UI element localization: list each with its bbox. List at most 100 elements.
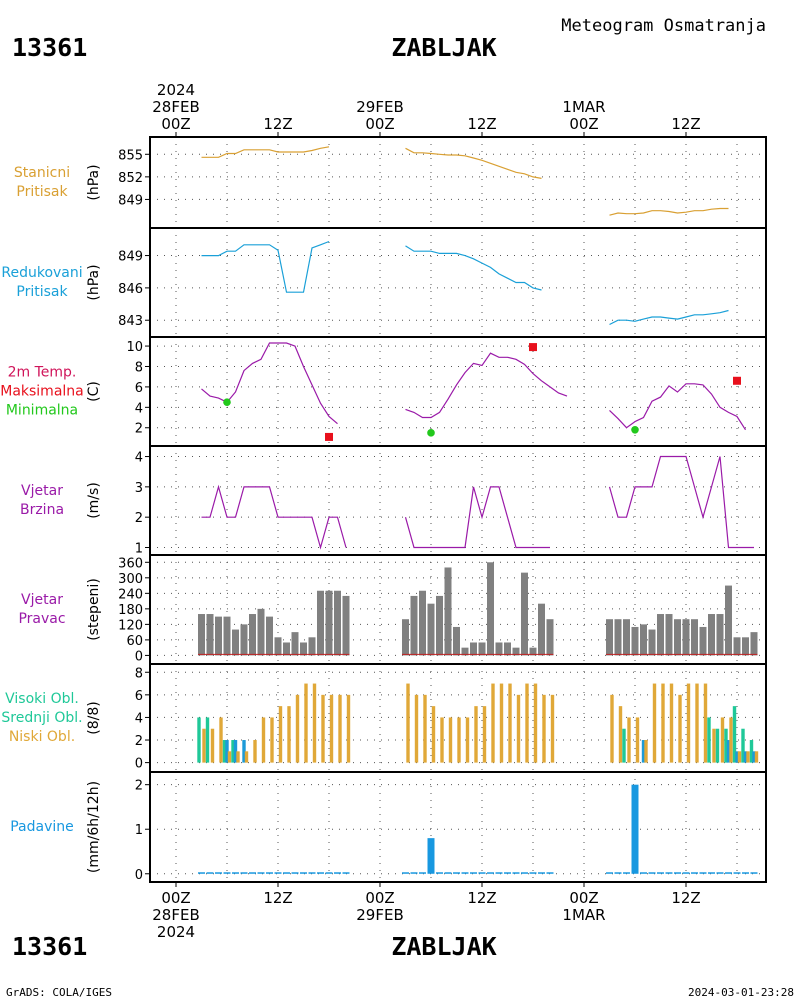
series-line bbox=[201, 342, 338, 425]
footer-credit: GrADS: COLA/IGES bbox=[6, 986, 112, 999]
precip-bar bbox=[529, 872, 537, 874]
wind-direction-bar bbox=[215, 616, 222, 656]
cloud-low-bar bbox=[448, 717, 453, 763]
cloud-low-bar bbox=[304, 683, 308, 763]
cloud-high-bar bbox=[749, 740, 754, 763]
panel-label: Pritisak bbox=[16, 184, 68, 200]
cloud-low-bar bbox=[737, 751, 742, 763]
precip-bar bbox=[691, 872, 698, 874]
panel-label: Padavine bbox=[10, 819, 74, 835]
cloud-high-bar bbox=[222, 740, 227, 763]
wind-direction-bar bbox=[453, 626, 460, 656]
wind-direction-bar bbox=[623, 619, 630, 656]
precip-bar bbox=[674, 872, 681, 874]
precip-bar bbox=[334, 872, 341, 874]
wind-direction-bar bbox=[529, 647, 537, 656]
panel-temperature: 2 4 6 8 10 2m Temp. Maksimalna Minimalna (C) bbox=[0, 337, 766, 446]
cloud-low-bar bbox=[261, 717, 266, 763]
cloud-low-bar bbox=[610, 694, 614, 763]
cloud-low-bar bbox=[406, 683, 410, 763]
panel-clouds: 0 2 4 6 8 Visoki Obl. Srednji Obl. Niski Obl. (8… bbox=[1, 664, 766, 772]
wind-direction-bar bbox=[461, 647, 469, 656]
cloud-high-bar bbox=[707, 717, 711, 763]
y-axis-label: (mm/6h/12h) bbox=[86, 781, 102, 873]
time-label-top: 29FEB bbox=[356, 98, 403, 116]
temp-max-marker bbox=[529, 343, 537, 352]
cloud-low-bar bbox=[712, 728, 716, 763]
time-label-bottom: 12Z bbox=[263, 889, 292, 907]
y-axis-label: (m/s) bbox=[86, 482, 102, 519]
cloud-low-bar bbox=[414, 694, 419, 763]
y-tick-label: 2 bbox=[135, 734, 143, 749]
wind-direction-bar bbox=[283, 642, 290, 656]
precip-bar bbox=[512, 872, 520, 874]
precip-bar bbox=[750, 872, 758, 874]
panel-label: 2m Temp. bbox=[8, 365, 77, 381]
precip-bar bbox=[725, 872, 732, 874]
cloud-low-bar bbox=[720, 717, 725, 763]
panel-label: Brzina bbox=[20, 502, 64, 518]
cloud-low-bar bbox=[550, 694, 555, 763]
cloud-low-bar bbox=[457, 717, 461, 763]
y-tick-label: 1 bbox=[135, 541, 143, 556]
y-tick-label: 240 bbox=[118, 587, 143, 602]
precip-bar bbox=[215, 872, 222, 874]
cloud-low-bar bbox=[669, 683, 674, 763]
y-axis-label: (8/8) bbox=[86, 701, 102, 734]
precip-bar bbox=[283, 872, 290, 874]
precip-bar bbox=[461, 872, 469, 874]
cloud-low-bar bbox=[618, 706, 623, 763]
wind-direction-bar bbox=[342, 595, 350, 656]
series-line bbox=[201, 146, 330, 158]
cloud-low-bar bbox=[729, 717, 733, 763]
wind-direction-bar bbox=[631, 626, 639, 656]
precip-bar bbox=[300, 872, 307, 874]
precip-bar bbox=[206, 872, 214, 874]
panel-label: Maksimalna bbox=[0, 384, 84, 400]
wind-direction-bar bbox=[682, 619, 690, 656]
cloud-low-bar bbox=[440, 717, 444, 763]
cloud-low-bar bbox=[465, 717, 470, 763]
wind-direction-bar bbox=[249, 614, 256, 656]
cloud-low-bar bbox=[431, 706, 436, 763]
cloud-high-bar bbox=[724, 728, 728, 763]
time-label-bottom: 00Z bbox=[365, 889, 394, 907]
precip-bar bbox=[708, 872, 715, 874]
temp-min-marker bbox=[223, 398, 231, 407]
y-axis-label: (hPa) bbox=[86, 164, 102, 200]
cloud-low-bar bbox=[236, 751, 240, 763]
temp-min-marker bbox=[631, 425, 639, 434]
precip-bar bbox=[325, 872, 333, 874]
cloud-mid-bar bbox=[743, 751, 748, 763]
cloud-high-bar bbox=[205, 717, 210, 763]
y-tick-label: 0 bbox=[135, 868, 143, 883]
cloud-low-bar bbox=[661, 683, 665, 763]
cloud-low-bar bbox=[321, 694, 325, 763]
panel-label: Vjetar bbox=[21, 592, 63, 608]
wind-direction-bar bbox=[325, 590, 333, 656]
wind-direction-bar bbox=[504, 642, 511, 656]
precip-bar bbox=[427, 838, 435, 874]
time-label-bottom: 2024 bbox=[157, 923, 195, 941]
temp-max-marker bbox=[733, 376, 741, 385]
wind-direction-bar bbox=[206, 614, 214, 656]
precip-bar bbox=[487, 872, 494, 874]
cloud-mid-bar bbox=[726, 740, 731, 763]
panel-station-pressure: 849 852 855 Stanicni Pritisak (hPa) bbox=[14, 137, 766, 228]
wind-direction-bar bbox=[606, 619, 613, 656]
wind-direction-bar bbox=[402, 619, 409, 656]
panel-label: Visoki Obl. bbox=[5, 691, 79, 707]
cloud-mid-bar bbox=[242, 740, 246, 763]
wind-direction-bar bbox=[521, 572, 528, 656]
series-line bbox=[405, 245, 542, 291]
y-axis-label: (C) bbox=[86, 381, 102, 402]
cloud-low-bar bbox=[210, 728, 215, 763]
precip-bar bbox=[478, 872, 486, 874]
y-tick-label: 6 bbox=[135, 689, 143, 704]
cloud-low-bar bbox=[542, 694, 546, 763]
precip-bar bbox=[257, 872, 265, 874]
precip-bar bbox=[410, 872, 418, 874]
wind-direction-bar bbox=[470, 642, 477, 656]
